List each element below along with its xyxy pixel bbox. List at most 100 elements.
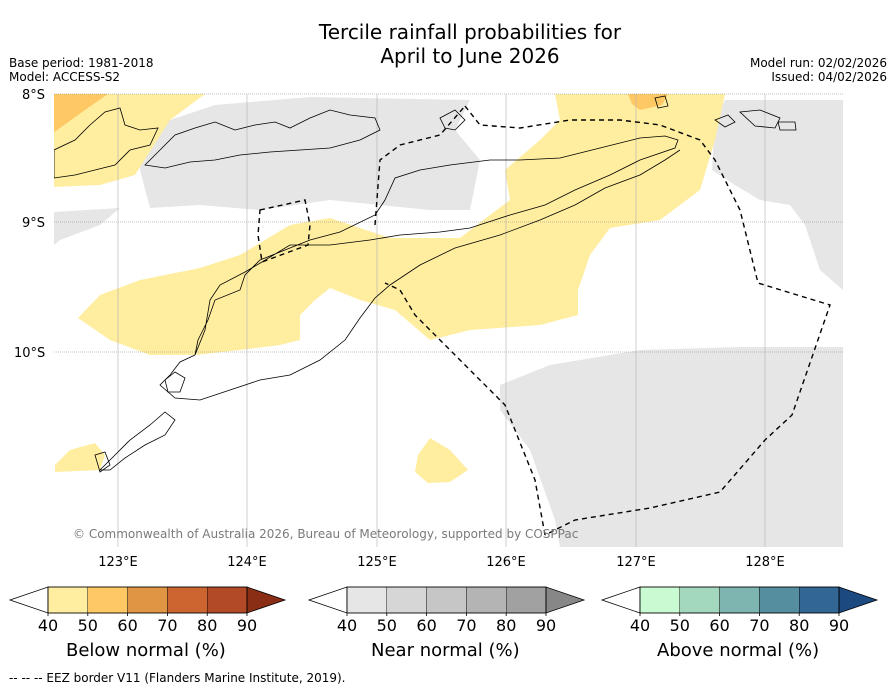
colorbar-tick-label: 70 (157, 616, 177, 635)
colorbar-segment (206, 586, 248, 614)
lat-label: 8°S (22, 88, 45, 103)
colorbar-segment (426, 586, 467, 614)
model-name: Model: ACCESS-S2 (9, 70, 121, 84)
sumba-coast (99, 411, 176, 471)
colorbar-tick-label: 90 (536, 616, 556, 635)
below-normal-strong-region (628, 94, 668, 110)
eez-border (257, 105, 831, 536)
small-island (94, 451, 111, 473)
flores-coast (54, 107, 159, 179)
lat-label: 10°S (14, 346, 45, 361)
colorbar-tick-label: 70 (456, 616, 476, 635)
colorbar-tick-label: 60 (117, 616, 137, 635)
colorbar-segment (466, 586, 507, 614)
below-normal-strong-region (54, 94, 108, 132)
lat-axis: 8°S 9°S 10°S (14, 88, 45, 361)
lat-label: 9°S (22, 216, 45, 231)
colorbar-segment (167, 586, 208, 614)
legend: 40 50 60 70 80 90 40 50 60 70 80 90 40 50 60 70 80 90 (8, 586, 879, 635)
colorbar-title-above: Above normal (%) (657, 640, 820, 661)
colorbar-near-normal: 40 50 60 70 80 90 (307, 586, 586, 635)
colorbar-outline (346, 586, 547, 614)
colorbar-outline (47, 586, 248, 614)
near-normal-region (500, 347, 843, 547)
coastlines (54, 95, 797, 473)
colorbar-tick-label: 50 (377, 616, 397, 635)
leti-island (739, 109, 781, 129)
colorbar-tick-label: 90 (237, 616, 257, 635)
lon-label: 126°E (486, 555, 526, 570)
graticule (54, 93, 843, 353)
colorbar-extend-high (246, 586, 287, 614)
issued-date: Issued: 04/02/2026 (771, 70, 887, 84)
colorbar-title-near: Near normal (%) (371, 640, 520, 661)
colorbar-below-normal: 40 50 60 70 80 90 (8, 586, 287, 635)
lon-axis: 123°E 124°E 125°E 126°E 127°E 128°E (98, 555, 785, 570)
colorbar-outline (639, 586, 840, 614)
colorbar-segment (47, 586, 88, 614)
colorbar-segment (799, 586, 840, 614)
colorbar-tick-label: 60 (709, 616, 729, 635)
eez-footnote: -- -- -- EEZ border V11 (Flanders Marine… (9, 671, 346, 685)
lon-label: 124°E (227, 555, 267, 570)
colorbar-tick-label: 90 (829, 616, 849, 635)
below-normal-region (54, 94, 205, 187)
moa-island (777, 121, 797, 131)
colorbar-segment (719, 586, 760, 614)
timor-south-coast (159, 149, 681, 401)
map-title: Tercile rainfall probabilities for April… (0, 20, 896, 68)
near-normal-region (712, 100, 843, 290)
colorbar-tick-label: 40 (38, 616, 58, 635)
eez-border-line (464, 105, 831, 536)
below-normal-region (55, 443, 105, 472)
colorbar-tick-label: 80 (197, 616, 217, 635)
copyright-notice: © Commonwealth of Australia 2026, Bureau… (73, 527, 578, 541)
lon-label: 128°E (745, 555, 785, 570)
colorbar-extend-high (545, 586, 586, 614)
title-line-2: April to June 2026 (380, 44, 560, 68)
below-normal-region (415, 438, 468, 483)
small-island (654, 95, 669, 109)
atauro-island (439, 109, 466, 131)
near-normal-region (54, 208, 120, 245)
eez-border-line (384, 282, 546, 536)
colorbar-title-below: Below normal (%) (66, 640, 226, 661)
colorbar-tick-label: 50 (78, 616, 98, 635)
colorbar-extend-high (838, 586, 879, 614)
near-normal-region (140, 97, 480, 210)
kisar-island (714, 114, 736, 128)
lon-label: 125°E (357, 555, 397, 570)
map-figure: 8°S 9°S 10°S 123°E 124°E 125°E 126°E 127… (14, 88, 843, 570)
colorbar-extend-low (307, 586, 348, 614)
colorbar-tick-label: 80 (789, 616, 809, 635)
colorbar-tick-label: 70 (749, 616, 769, 635)
colorbar-segment (87, 586, 128, 614)
colorbar-segment (759, 586, 800, 614)
colorbar-tick-label: 80 (496, 616, 516, 635)
colorbar-tick-label: 40 (630, 616, 650, 635)
colorbar-tick-label: 40 (337, 616, 357, 635)
colorbar-segment (386, 586, 427, 614)
meta-right: Model run: 02/02/2026 Issued: 04/02/2026 (750, 56, 887, 84)
rote-island (164, 371, 186, 393)
colorbar-tick-label: 60 (416, 616, 436, 635)
eez-border-line (374, 105, 466, 226)
timor-coastline (194, 135, 679, 356)
alor-wetar-coast (144, 109, 381, 169)
colorbar-segment (506, 586, 547, 614)
model-run: Model run: 02/02/2026 (749, 56, 887, 70)
colorbar-above-normal: 40 50 60 70 80 90 (600, 586, 879, 635)
base-period: Base period: 1981-2018 (9, 56, 154, 70)
lon-label: 127°E (616, 555, 656, 570)
colorbar-tick-label: 50 (670, 616, 690, 635)
colorbar-segment (679, 586, 720, 614)
meridians (117, 94, 766, 547)
eez-border-line (257, 199, 311, 263)
title-line-1: Tercile rainfall probabilities for (318, 20, 622, 44)
colorbar-extend-low (8, 586, 49, 614)
colorbar-segment (127, 586, 168, 614)
lon-label: 123°E (98, 555, 138, 570)
meta-left: Base period: 1981-2018 Model: ACCESS-S2 (9, 56, 154, 84)
colorbar-segment (639, 586, 680, 614)
colorbar-segment (346, 586, 387, 614)
